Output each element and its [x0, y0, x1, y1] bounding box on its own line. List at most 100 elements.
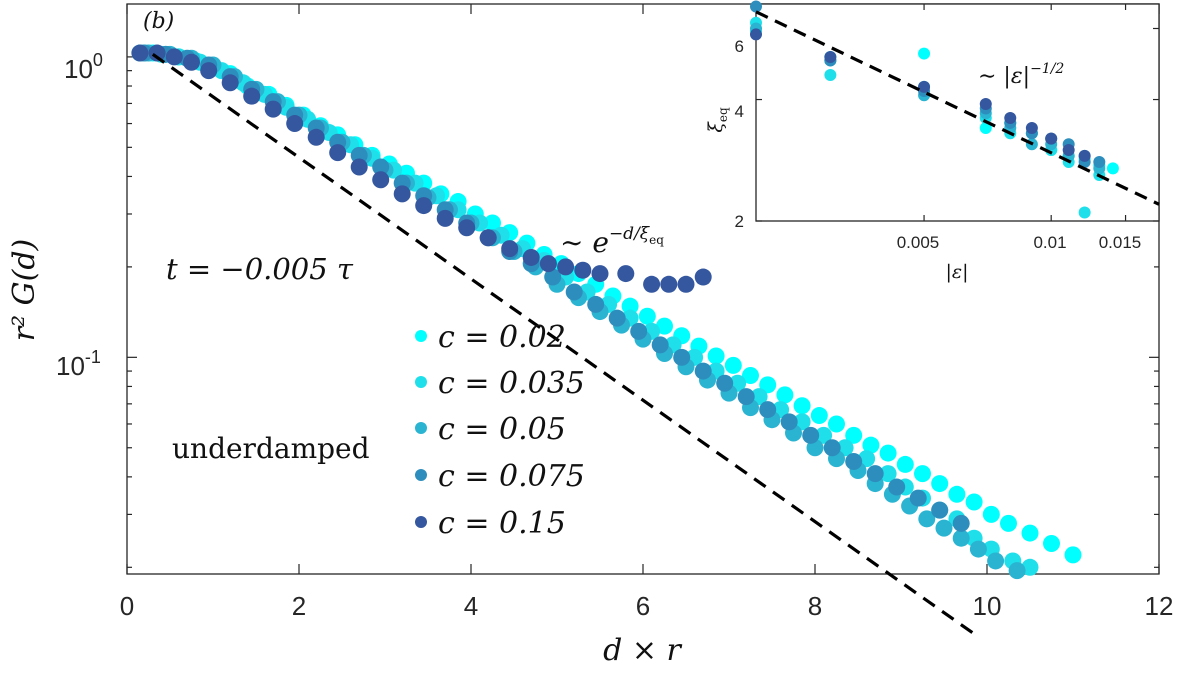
data-point [643, 275, 661, 293]
y-tick-base: 10 [64, 54, 93, 84]
x-tick-label: 4 [464, 591, 478, 621]
data-point [935, 519, 953, 537]
data-point [914, 465, 931, 483]
fit-annotation-exp: −d/ξ [609, 224, 651, 244]
data-point [617, 265, 635, 283]
x-tick-label: 12 [1145, 591, 1174, 621]
data-point [587, 295, 605, 313]
data-point [608, 309, 626, 327]
data-point [909, 489, 927, 507]
data-point [484, 214, 501, 232]
data-point [1008, 562, 1026, 580]
inset-y-tick-label: 4 [735, 102, 744, 121]
inset-annotation: ∼ |ε|−1/2 [978, 61, 1064, 89]
inset-data-point [1045, 132, 1058, 145]
inset-x-axis-label: |ε| [946, 261, 969, 283]
inset-axes-frame [755, 3, 1160, 222]
data-point [673, 348, 691, 366]
data-point [793, 397, 811, 415]
data-point [148, 44, 166, 62]
inset-data-point [1004, 112, 1017, 125]
inset-data-point [1093, 156, 1106, 169]
panel-label: (b) [143, 9, 174, 34]
inset-data-point [1078, 149, 1091, 162]
data-point [1064, 546, 1082, 564]
inset-y-tick-label: 6 [735, 37, 744, 56]
data-point [888, 478, 906, 496]
data-point [1000, 514, 1017, 532]
data-point [479, 229, 497, 247]
data-point [802, 426, 820, 444]
data-point [931, 501, 949, 519]
data-point [307, 128, 325, 146]
regime-annotation: underdamped [172, 432, 370, 465]
data-point [952, 514, 970, 532]
y-tick-label-1: 100 [64, 50, 103, 84]
data-point [372, 171, 390, 189]
data-point [591, 265, 609, 283]
data-point [1021, 524, 1039, 542]
x-tick-label: 10 [973, 591, 1002, 621]
y-axis-label: r² G(d) [7, 239, 42, 341]
data-point [565, 283, 583, 301]
data-point [780, 413, 798, 431]
y-tick-base: 10 [56, 351, 85, 381]
data-point [350, 158, 368, 176]
data-point [1043, 535, 1060, 553]
data-point [896, 455, 914, 473]
data-point [862, 436, 880, 454]
data-point [677, 275, 695, 293]
data-point [707, 347, 725, 365]
inset-data-point [979, 122, 992, 135]
inset-fit-line [755, 10, 1160, 206]
inset-y-axis-symbol: ξ [705, 121, 727, 133]
legend-label: c = 0.05 [438, 412, 566, 447]
data-point [544, 268, 562, 286]
x-tick-label: 0 [120, 591, 134, 621]
y-tick-label-0-1: 10-1 [56, 347, 101, 381]
data-point [952, 529, 970, 547]
data-point [742, 366, 759, 384]
y-tick-exp: -1 [85, 347, 101, 367]
inset-data-point [824, 69, 837, 82]
legend-marker [415, 516, 427, 528]
y-tick-labels: 100 10-1 [56, 50, 103, 381]
data-point [694, 268, 712, 286]
main-data-points [131, 44, 1082, 580]
legend-marker [415, 330, 427, 342]
inset-x-tick-label: 0.015 [1099, 233, 1142, 252]
y-tick-exp: 0 [93, 50, 103, 70]
inset-data-point [1062, 143, 1075, 156]
fit-annotation: ∼ e−d/ξeq [560, 224, 664, 259]
data-point [759, 401, 777, 419]
data-point [660, 275, 678, 293]
x-tick-label: 6 [636, 591, 650, 621]
data-point [965, 493, 983, 511]
inset-x-tick-label: 0.005 [897, 233, 940, 252]
data-point [372, 158, 390, 176]
data-point [823, 439, 841, 457]
inset-data-point [1106, 162, 1119, 175]
data-point [183, 53, 200, 71]
data-point [987, 552, 1005, 570]
inset-data-point [824, 50, 837, 63]
data-point [574, 261, 592, 279]
data-point [828, 415, 845, 433]
data-point [651, 336, 669, 354]
inset-annotation-exp: −1/2 [1030, 61, 1064, 77]
data-point [656, 317, 673, 335]
data-point [165, 48, 183, 66]
data-point [694, 362, 712, 380]
legend-label: c = 0.02 [438, 320, 566, 355]
exponential-fit-line [151, 53, 980, 639]
inset-data-point [979, 97, 992, 110]
inset-data-point [750, 0, 762, 13]
legend-label: c = 0.15 [438, 506, 566, 541]
inset-x-tick-label: 0.01 [1033, 233, 1066, 252]
data-point [759, 376, 777, 394]
data-point [737, 388, 755, 406]
x-tick-label: 8 [808, 591, 822, 621]
data-point [810, 407, 828, 425]
data-point [815, 426, 833, 444]
